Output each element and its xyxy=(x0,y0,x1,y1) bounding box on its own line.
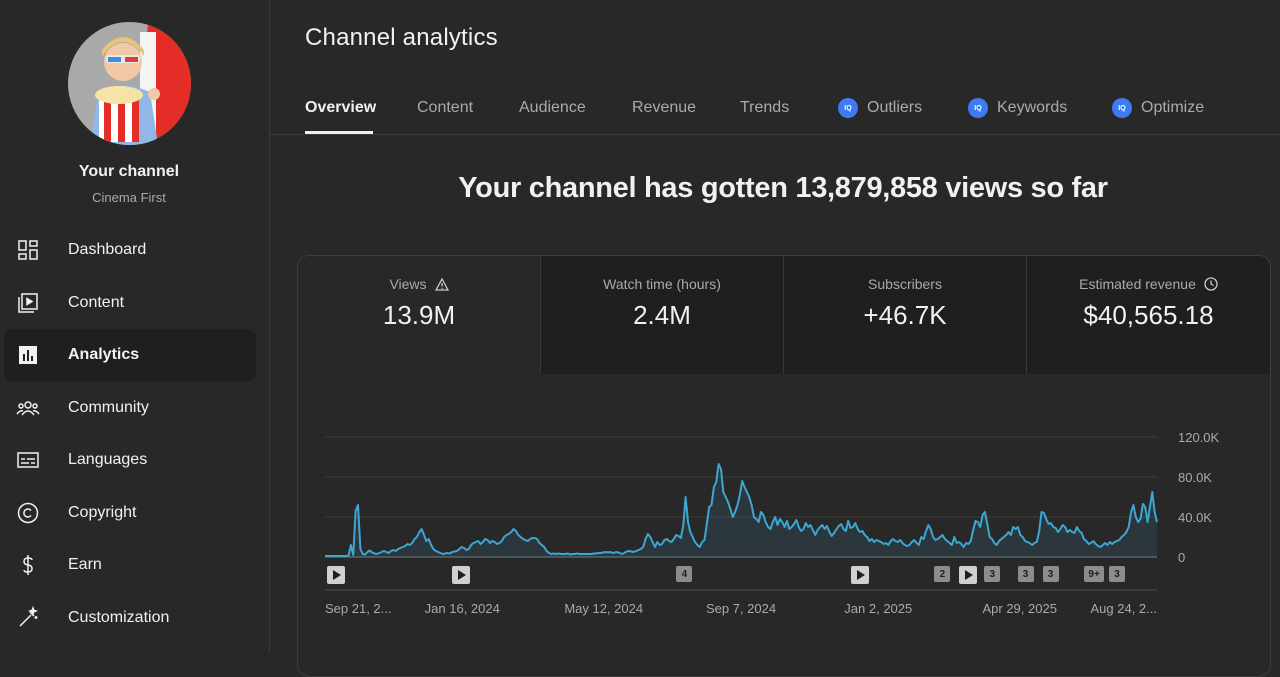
tab-keywords[interactable]: IQ Keywords xyxy=(968,98,1067,118)
analytics-card: Views 13.9M Watch time (hours) 2.4M Subs… xyxy=(297,255,1271,677)
warning-icon xyxy=(434,277,449,291)
video-marker-play[interactable] xyxy=(451,566,470,584)
sidebar-item-label: Analytics xyxy=(68,346,140,363)
tab-trends[interactable]: Trends xyxy=(740,98,789,118)
metric-value: 13.9M xyxy=(382,300,456,330)
views-chart[interactable]: 0 40.0K 80.0K 120.0K Sep 21, 2... Jan 16, 202… xyxy=(298,376,1270,676)
channel-title: Your channel xyxy=(78,163,180,180)
series-area xyxy=(325,464,1157,557)
active-tab-indicator xyxy=(305,131,373,134)
sidebar-item-label: Customization xyxy=(68,608,170,626)
metric-watch-time[interactable]: Watch time (hours) 2.4M xyxy=(541,256,784,374)
y-tick-label: 80.0K xyxy=(1178,470,1212,485)
series-line xyxy=(325,463,1158,557)
sidebar-item-label: Content xyxy=(68,293,125,311)
x-tick-label: Aug 24, 2... xyxy=(1091,601,1158,616)
tab-audience[interactable]: Audience xyxy=(519,98,586,118)
sidebar-item-label: Dashboard xyxy=(68,241,147,258)
metric-value: $40,565.18 xyxy=(1083,300,1214,330)
copyright-icon xyxy=(16,501,40,525)
metric-label: Watch time (hours) xyxy=(603,276,721,292)
y-tick-label: 0 xyxy=(1178,550,1185,565)
main-content: Channel analytics Overview Content Audie… xyxy=(270,0,1280,677)
x-tick-label: Sep 21, 2... xyxy=(325,601,392,616)
views-line-chart[interactable]: 0 40.0K 80.0K 120.0K Sep 21, 2... Jan 16, 202… xyxy=(298,376,1270,676)
metric-estimated-revenue[interactable]: Estimated revenue $40,565.18 xyxy=(1027,256,1270,374)
sidebar-item-customization[interactable]: Customization xyxy=(4,592,256,644)
sidebar-item-label: Languages xyxy=(68,451,148,468)
tab-revenue[interactable]: Revenue xyxy=(632,98,696,118)
channel-name: Cinema First xyxy=(92,190,166,205)
tab-label: Outliers xyxy=(867,99,923,116)
tab-outliers[interactable]: IQ Outliers xyxy=(838,98,922,118)
sidebar-item-label: Community xyxy=(68,398,149,416)
x-tick-label: Apr 29, 2025 xyxy=(982,601,1056,616)
video-marker-count[interactable]: 3 xyxy=(1017,566,1034,582)
dashboard-icon xyxy=(16,238,40,262)
x-tick-label: Jan 16, 2024 xyxy=(425,601,500,616)
earn-icon xyxy=(16,553,40,577)
video-marker-play[interactable] xyxy=(327,566,345,584)
clock-icon xyxy=(1204,277,1218,291)
video-marker-count[interactable]: 2 xyxy=(934,566,951,582)
metric-label: Estimated revenue xyxy=(1079,276,1196,292)
sidebar-item-analytics[interactable]: Analytics xyxy=(4,329,256,381)
x-tick-label: Sep 7, 2024 xyxy=(706,601,776,616)
tab-label: Trends xyxy=(740,99,790,116)
tab-label: Audience xyxy=(519,99,586,116)
page-title: Channel analytics xyxy=(305,24,498,51)
languages-icon xyxy=(16,448,40,472)
tab-label: Keywords xyxy=(997,99,1068,116)
sidebar-item-content[interactable]: Content xyxy=(4,277,256,329)
sidebar-item-earn[interactable]: Earn xyxy=(4,539,256,591)
sidebar-item-copyright[interactable]: Copyright xyxy=(4,487,256,539)
sidebar-item-label: Earn xyxy=(68,556,102,573)
video-marker-play[interactable] xyxy=(851,566,870,584)
community-icon xyxy=(16,396,40,420)
video-marker-play[interactable] xyxy=(959,566,978,584)
x-tick-label: May 12, 2024 xyxy=(564,601,643,616)
video-marker-count[interactable]: 9+ xyxy=(1084,566,1105,582)
x-tick-label: Jan 2, 2025 xyxy=(844,601,912,616)
metric-label: Subscribers xyxy=(868,276,942,292)
customization-icon xyxy=(16,605,40,630)
tab-label: Optimize xyxy=(1141,99,1205,116)
metric-subscribers[interactable]: Subscribers +46.7K xyxy=(784,256,1027,374)
metric-value: +46.7K xyxy=(863,300,947,330)
iq-icon: IQ xyxy=(968,98,988,118)
sidebar: Your channel Cinema First Dashboard Cont… xyxy=(0,0,270,653)
y-tick-label: 120.0K xyxy=(1178,430,1220,445)
iq-icon: IQ xyxy=(838,98,858,118)
tab-bar: Overview Content Audience Revenue Trends… xyxy=(270,84,1280,135)
metric-views[interactable]: Views 13.9M xyxy=(298,256,541,374)
y-tick-label: 40.0K xyxy=(1178,510,1212,525)
tab-label: Content xyxy=(417,99,474,116)
analytics-icon xyxy=(16,343,40,367)
views-headline: Your channel has gotten 13,879,858 views… xyxy=(458,172,1108,204)
metric-value: 2.4M xyxy=(633,300,691,330)
sidebar-nav: Dashboard Content Analytics Community La… xyxy=(4,224,256,644)
sidebar-item-community[interactable]: Community xyxy=(4,382,256,434)
iq-icon: IQ xyxy=(1112,98,1132,118)
tab-content[interactable]: Content xyxy=(417,98,473,118)
video-marker-count[interactable]: 3 xyxy=(984,566,1001,582)
tab-label: Revenue xyxy=(632,99,697,116)
tab-label: Overview xyxy=(305,99,377,116)
sidebar-item-dashboard[interactable]: Dashboard xyxy=(4,224,256,276)
video-marker-count[interactable]: 4 xyxy=(676,566,693,582)
tab-optimize[interactable]: IQ Optimize xyxy=(1112,98,1204,118)
avatar[interactable] xyxy=(68,22,191,145)
sidebar-item-languages[interactable]: Languages xyxy=(4,434,256,486)
metric-label: Views xyxy=(389,276,427,292)
content-icon xyxy=(16,291,40,315)
sidebar-item-label: Copyright xyxy=(68,503,137,521)
video-marker-count[interactable]: 3 xyxy=(1109,566,1126,582)
video-marker-count[interactable]: 3 xyxy=(1042,566,1059,582)
tab-overview[interactable]: Overview xyxy=(305,98,376,118)
